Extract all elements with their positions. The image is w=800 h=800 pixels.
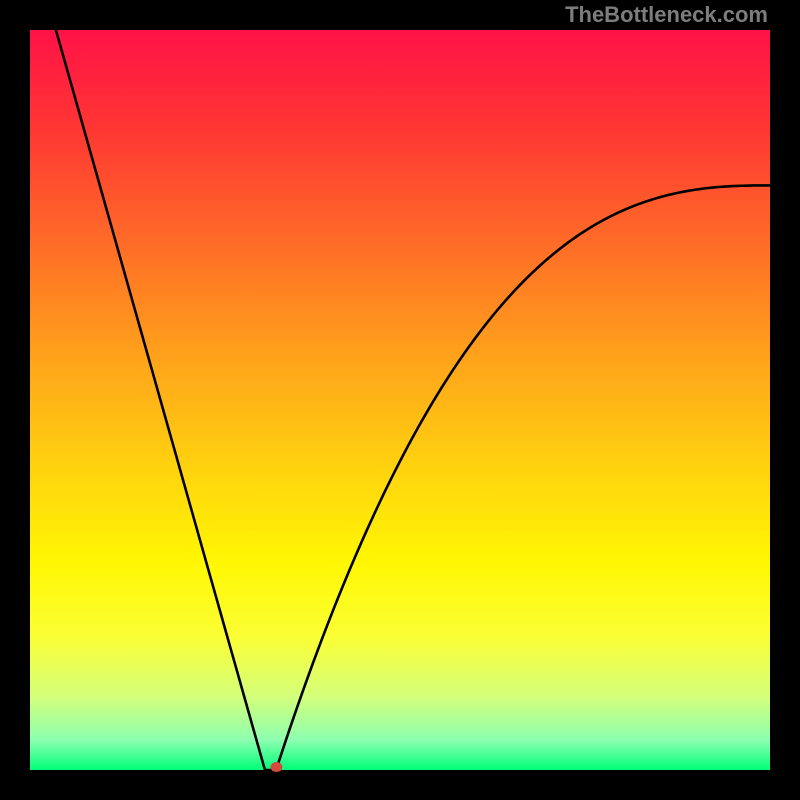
chart-container: TheBottleneck.com [0, 0, 800, 800]
bottleneck-chart [0, 0, 800, 800]
attribution-text: TheBottleneck.com [565, 2, 768, 28]
optimum-marker [270, 762, 282, 772]
plot-background [30, 30, 770, 770]
